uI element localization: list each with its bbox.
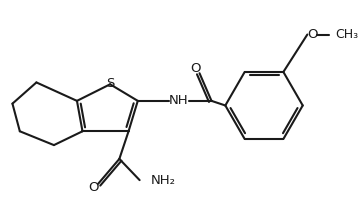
Text: O: O xyxy=(88,181,99,194)
Text: O: O xyxy=(190,62,201,75)
Text: S: S xyxy=(106,77,114,90)
Text: NH₂: NH₂ xyxy=(151,174,176,187)
Text: O: O xyxy=(308,28,318,41)
Text: NH: NH xyxy=(169,94,188,107)
Text: CH₃: CH₃ xyxy=(335,28,358,41)
